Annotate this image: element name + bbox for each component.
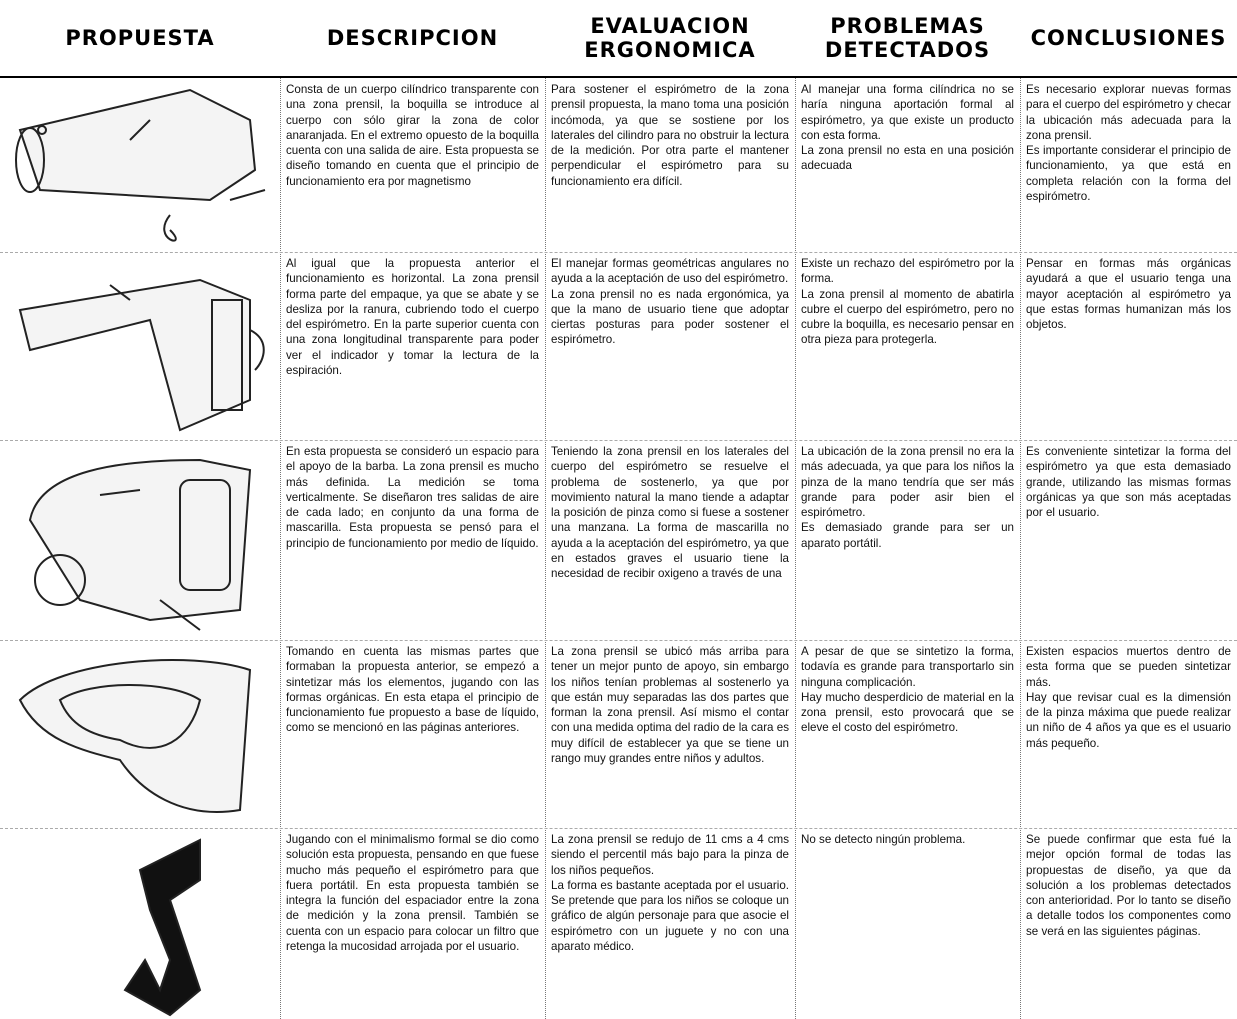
paragraph: Se puede confirmar que esta fué la mejor… [1026,833,1231,938]
sketch-2 [18,278,265,432]
cell-problemas: La ubicación de la zona prensil no era l… [797,442,1018,639]
column-divider [795,78,796,1019]
paragraph: A pesar de que se sintetizo la forma, to… [801,645,1014,689]
paragraph: La ubicación de la zona prensil no era l… [801,445,1014,520]
paragraph: Jugando con el minimalismo formal se dio… [286,833,539,954]
row-divider [0,828,1237,829]
paragraph: Al manejar una forma cilíndrica no se ha… [801,83,1014,142]
cell-problemas: Existe un rechazo del espirómetro por la… [797,254,1018,439]
header-rule [0,76,1237,78]
paragraph: La zona prensil se ubicó más arriba para… [551,645,789,766]
cell-descripcion: Tomando en cuenta las mismas partes que … [282,642,543,827]
cell-evaluacion: La zona prensil se redujo de 11 cms a 4 … [547,830,793,1018]
paragraph: La zona prensil al momento de abatirla c… [801,287,1014,347]
paragraph: Es demasiado grande para ser un aparato … [801,521,1014,550]
paragraph: El manejar formas geométricas angulares … [551,257,789,286]
paragraph: Teniendo la zona prensil en los laterale… [551,445,789,581]
cell-conclusiones: Existen espacios muertos dentro de esta … [1022,642,1235,827]
paragraph: Tomando en cuenta las mismas partes que … [286,645,539,735]
cell-evaluacion: La zona prensil se ubicó más arriba para… [547,642,793,827]
column-divider [545,78,546,1019]
paragraph: La zona prensil no es nada ergonómica, y… [551,287,789,347]
column-header: PROBLEMAS DETECTADOS [824,14,991,62]
cell-evaluacion: El manejar formas geométricas angulares … [547,254,793,439]
paragraph: Consta de un cuerpo cilíndrico transpare… [286,83,539,188]
paragraph: Existe un rechazo del espirómetro por la… [801,257,1014,286]
cell-problemas: No se detecto ningún problema. [797,830,1018,1018]
cell-problemas: A pesar de que se sintetizo la forma, to… [797,642,1018,827]
cell-descripcion: Consta de un cuerpo cilíndrico transpare… [282,80,543,251]
cell-evaluacion: Para sostener el espirómetro de la zona … [547,80,793,251]
paragraph: Al igual que la propuesta anterior el fu… [286,257,539,378]
cell-conclusiones: Es necesario explorar nuevas formas para… [1022,80,1235,251]
paragraph: Hay que revisar cual es la dimensión de … [1026,690,1231,750]
sketch-3 [28,458,252,631]
cell-evaluacion: Teniendo la zona prensil en los laterale… [547,442,793,639]
cell-descripcion: Al igual que la propuesta anterior el fu… [282,254,543,439]
paragraph: Para sostener el espirómetro de la zona … [551,83,789,188]
paragraph: La zona prensil se redujo de 11 cms a 4 … [551,833,789,877]
column-divider [280,78,281,1019]
column-header: CONCLUSIONES [1030,26,1227,50]
paragraph: No se detecto ningún problema. [801,833,966,846]
sketch-5 [123,838,202,1017]
row-divider [0,252,1237,253]
paragraph: Hay mucho desperdicio de material en la … [801,690,1014,735]
paragraph: Existen espacios muertos dentro de esta … [1026,645,1231,689]
cell-conclusiones: Pensar en formas más orgánicas ayudará a… [1022,254,1235,439]
paragraph: La forma es bastante aceptada por el usu… [551,878,789,954]
row-divider [0,640,1237,641]
sketches [15,88,266,1017]
row-divider [0,440,1237,441]
paragraph: Pensar en formas más orgánicas ayudará a… [1026,257,1231,332]
paragraph: Es necesario explorar nuevas formas para… [1026,83,1231,142]
cell-problemas: Al manejar una forma cilíndrica no se ha… [797,80,1018,251]
paragraph: Es importante considerar el principio de… [1026,144,1231,204]
cell-conclusiones: Se puede confirmar que esta fué la mejor… [1022,830,1235,1018]
paragraph: Es conveniente sintetizar la forma del e… [1026,445,1231,520]
column-header: EVALUACION ERGONOMICA [584,14,756,62]
paragraph: En esta propuesta se consideró un espaci… [286,445,539,550]
sketch-1 [15,88,266,242]
cell-descripcion: En esta propuesta se consideró un espaci… [282,442,543,639]
column-divider [1020,78,1021,1019]
cell-conclusiones: Es conveniente sintetizar la forma del e… [1022,442,1235,639]
column-header: PROPUESTA [65,26,215,50]
column-header: DESCRIPCION [326,26,499,50]
sketch-4 [18,659,252,813]
paragraph: La zona prensil no esta en una posición … [801,144,1014,173]
cell-descripcion: Jugando con el minimalismo formal se dio… [282,830,543,1018]
